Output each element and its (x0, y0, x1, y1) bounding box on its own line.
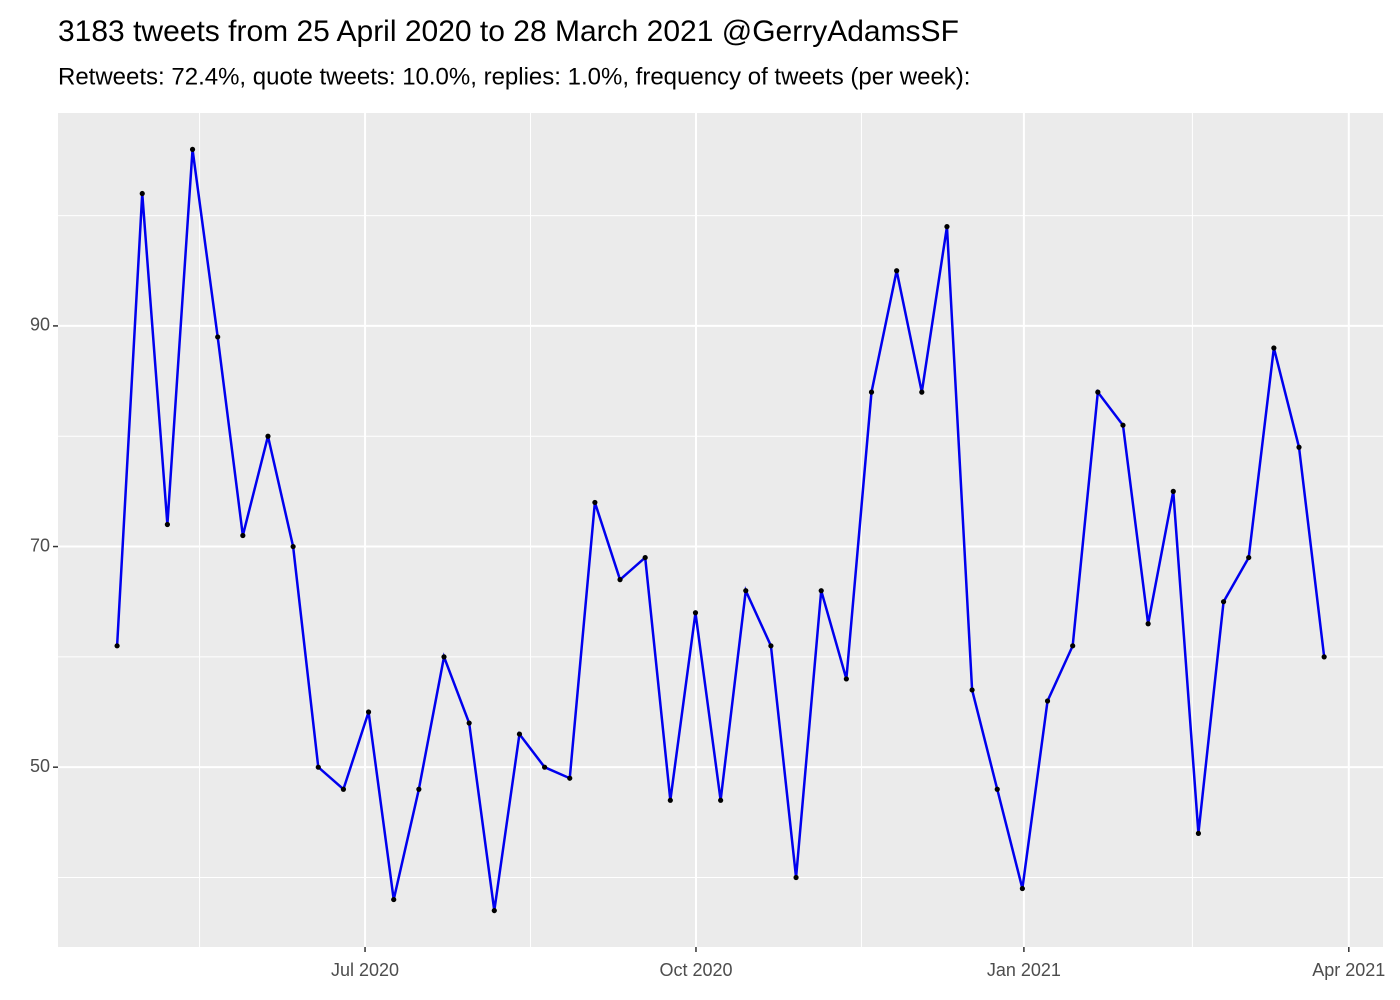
data-point (215, 334, 221, 340)
data-point (1170, 488, 1176, 494)
plot-panel (58, 113, 1383, 947)
data-point (365, 709, 372, 715)
x-tick-label: Oct 2020 (659, 960, 732, 980)
data-point (164, 521, 170, 528)
data-point (944, 224, 950, 230)
data-point (1070, 643, 1076, 649)
data-point (1019, 885, 1025, 892)
data-point (692, 610, 699, 616)
data-point (768, 643, 774, 649)
data-point (642, 554, 648, 561)
data-point (592, 499, 598, 506)
data-point (1296, 444, 1302, 450)
x-tick-label: Apr 2021 (1312, 960, 1385, 980)
data-point (441, 654, 447, 660)
data-point (340, 786, 347, 792)
chart-subtitle: Retweets: 72.4%, quote tweets: 10.0%, re… (58, 63, 970, 90)
data-point (391, 896, 397, 903)
data-point (743, 588, 749, 594)
data-point (139, 190, 145, 197)
data-point (994, 786, 1000, 792)
data-point (843, 676, 849, 682)
data-point (894, 268, 900, 274)
data-point (240, 532, 246, 539)
x-tick-label: Jul 2020 (331, 960, 399, 980)
data-point (290, 543, 296, 550)
data-point (617, 577, 623, 583)
data-point (466, 720, 472, 726)
data-point (868, 389, 875, 395)
y-tick-label: 70 (30, 535, 50, 555)
data-point (919, 389, 925, 395)
data-point (818, 588, 824, 594)
data-point (265, 433, 271, 439)
data-point (1095, 389, 1101, 395)
data-point (1044, 698, 1051, 704)
data-point (793, 874, 799, 881)
data-point (315, 764, 321, 770)
data-point (1145, 621, 1151, 627)
data-point (416, 786, 422, 792)
chart-title: 3183 tweets from 25 April 2020 to 28 Mar… (58, 15, 959, 48)
y-tick-label: 50 (30, 756, 50, 776)
data-point (718, 797, 724, 803)
data-point (1246, 554, 1252, 561)
data-point (1271, 345, 1277, 351)
data-point (1120, 422, 1126, 428)
data-point (516, 731, 523, 737)
data-point (1195, 830, 1202, 836)
data-point (1220, 599, 1227, 605)
y-tick-label: 90 (30, 315, 50, 335)
data-point (667, 797, 673, 803)
data-point (969, 687, 975, 693)
data-point (491, 907, 497, 914)
data-point (1321, 654, 1327, 660)
x-tick-label: Jan 2021 (987, 960, 1061, 980)
data-point (114, 643, 120, 649)
data-point (541, 764, 548, 770)
data-point (189, 146, 196, 153)
data-point (567, 775, 573, 781)
